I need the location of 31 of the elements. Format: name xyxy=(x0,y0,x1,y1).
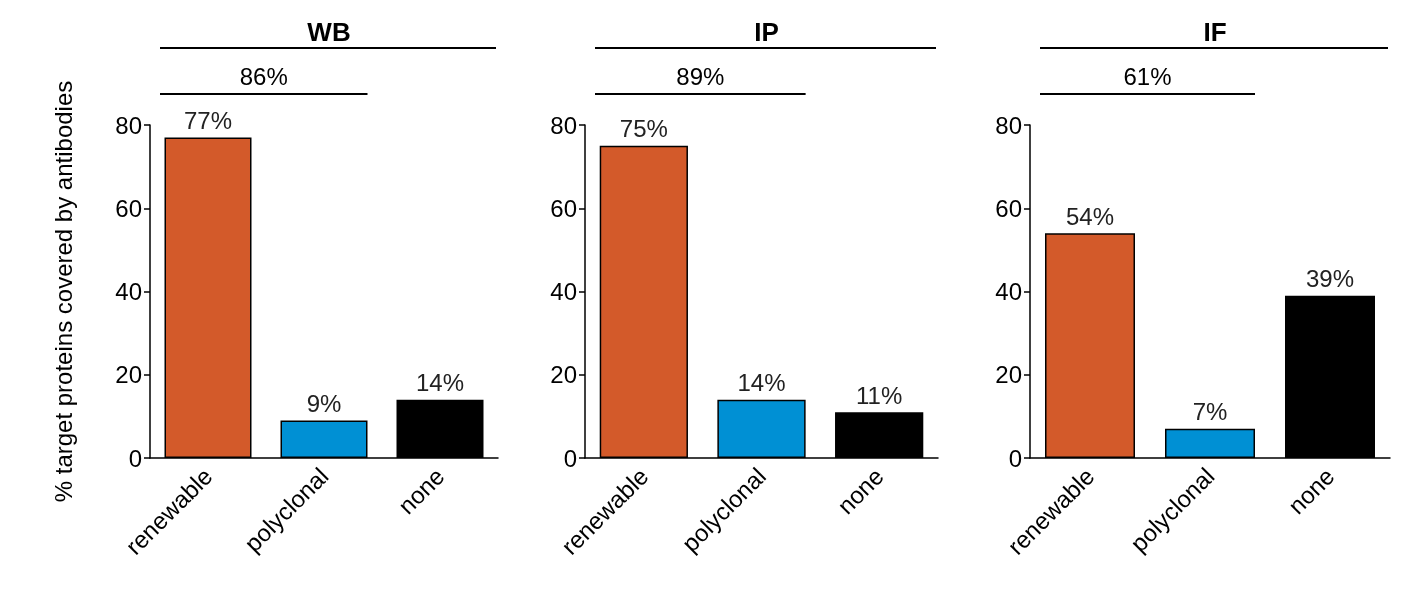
text: 61% xyxy=(1123,62,1172,90)
y-tick-label: 40 xyxy=(115,278,142,305)
y-tick-label: 40 xyxy=(995,278,1022,305)
data-label: 14% xyxy=(737,369,786,397)
chart-title: IP xyxy=(754,17,779,47)
y-tick-label: 80 xyxy=(995,111,1022,139)
data-label: 75% xyxy=(619,115,668,143)
data-label: 7% xyxy=(1192,398,1228,426)
y-tick-label: 60 xyxy=(115,194,142,222)
data-label: 39% xyxy=(1305,265,1355,293)
y-tick-label: 0 xyxy=(128,444,142,472)
chart-title: IF xyxy=(1203,17,1227,47)
data-label: 77% xyxy=(183,106,233,134)
data-label: 9% xyxy=(306,390,342,418)
y-tick-label: 80 xyxy=(115,111,142,139)
y-tick-label: 20 xyxy=(115,361,142,389)
data-label: 54% xyxy=(1065,202,1115,230)
y-tick-label: 40 xyxy=(550,278,577,305)
y-tick-label: 20 xyxy=(550,361,577,389)
y-tick-label: 20 xyxy=(995,361,1022,389)
y-tick-label: 0 xyxy=(563,444,577,472)
data-label: 11% xyxy=(856,381,903,409)
y-tick-label: 60 xyxy=(995,194,1022,222)
text: 86% xyxy=(239,62,288,90)
y-axis-title: % target proteins covered by antibodies xyxy=(49,80,77,503)
y-tick-label: 60 xyxy=(550,194,577,222)
y-tick-label: 0 xyxy=(1008,444,1022,472)
y-tick-label: 80 xyxy=(550,111,577,139)
text: 89% xyxy=(676,62,725,90)
chart-title: WB xyxy=(307,17,351,47)
data-label: 14% xyxy=(415,369,465,397)
